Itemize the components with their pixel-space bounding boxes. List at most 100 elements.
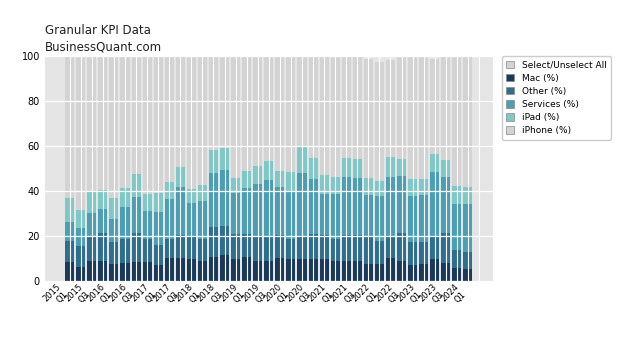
Bar [430, 172, 439, 236]
Bar [386, 60, 395, 157]
Bar [209, 41, 218, 150]
Bar [419, 243, 428, 264]
Bar [187, 259, 196, 281]
Bar [109, 242, 118, 264]
Bar [264, 161, 273, 180]
Bar [76, 267, 85, 281]
Bar [109, 219, 118, 242]
Bar [99, 209, 108, 233]
Bar [253, 166, 262, 184]
Bar [308, 158, 317, 179]
Bar [430, 259, 439, 281]
Bar [220, 39, 229, 148]
Bar [143, 211, 152, 239]
Bar [452, 250, 461, 268]
Bar [342, 177, 351, 235]
Bar [176, 258, 185, 281]
Bar [319, 259, 329, 281]
Bar [176, 187, 185, 235]
Bar [76, 246, 85, 267]
Bar [364, 237, 373, 264]
Bar [120, 46, 129, 188]
Bar [452, 268, 461, 281]
Bar [408, 196, 417, 242]
Bar [87, 192, 97, 213]
Bar [331, 261, 340, 281]
Bar [154, 265, 163, 281]
Bar [364, 194, 373, 237]
Bar [242, 257, 252, 281]
Bar [176, 167, 185, 187]
Bar [375, 241, 384, 264]
Bar [441, 56, 451, 160]
Bar [99, 45, 108, 191]
Bar [65, 241, 74, 262]
Bar [242, 171, 252, 188]
Bar [76, 210, 85, 228]
Bar [342, 52, 351, 158]
Bar [198, 239, 207, 261]
Bar [220, 226, 229, 255]
Bar [120, 263, 129, 281]
Bar [463, 187, 472, 204]
Bar [154, 37, 163, 193]
Bar [164, 239, 174, 258]
Bar [298, 259, 307, 281]
Bar [109, 198, 118, 219]
Bar [353, 261, 362, 281]
Bar [441, 160, 451, 177]
Bar [319, 235, 329, 259]
Bar [375, 181, 384, 196]
Bar [331, 46, 340, 177]
Bar [441, 233, 451, 263]
Bar [154, 193, 163, 212]
Bar [463, 252, 472, 269]
Bar [231, 234, 240, 259]
Bar [364, 59, 373, 178]
Bar [198, 261, 207, 281]
Bar [65, 44, 74, 198]
Bar [397, 233, 406, 261]
Bar [187, 237, 196, 259]
Bar [353, 159, 362, 178]
Bar [286, 172, 296, 191]
Bar [419, 264, 428, 281]
Bar [143, 263, 152, 281]
Bar [286, 259, 296, 281]
Bar [209, 227, 218, 257]
Bar [264, 180, 273, 237]
Bar [209, 257, 218, 281]
Bar [308, 179, 317, 234]
Bar [231, 178, 240, 192]
Bar [308, 47, 317, 158]
Bar [231, 259, 240, 281]
Bar [143, 239, 152, 263]
Bar [220, 148, 229, 170]
Bar [419, 195, 428, 243]
Bar [286, 43, 296, 172]
Bar [353, 52, 362, 159]
Bar [342, 261, 351, 281]
Bar [275, 47, 284, 171]
Bar [154, 212, 163, 245]
Bar [319, 175, 329, 194]
Bar [298, 237, 307, 259]
Bar [331, 239, 340, 261]
Bar [120, 188, 129, 207]
Bar [408, 57, 417, 179]
Bar [397, 261, 406, 281]
Bar [176, 42, 185, 167]
Bar [463, 269, 472, 281]
Bar [198, 201, 207, 239]
Bar [187, 189, 196, 203]
Bar [76, 49, 85, 210]
Bar [408, 265, 417, 281]
Bar [441, 177, 451, 233]
Bar [353, 235, 362, 261]
Bar [99, 191, 108, 209]
Bar [209, 173, 218, 227]
Bar [143, 194, 152, 211]
Bar [120, 239, 129, 263]
Bar [419, 179, 428, 195]
Bar [231, 192, 240, 234]
